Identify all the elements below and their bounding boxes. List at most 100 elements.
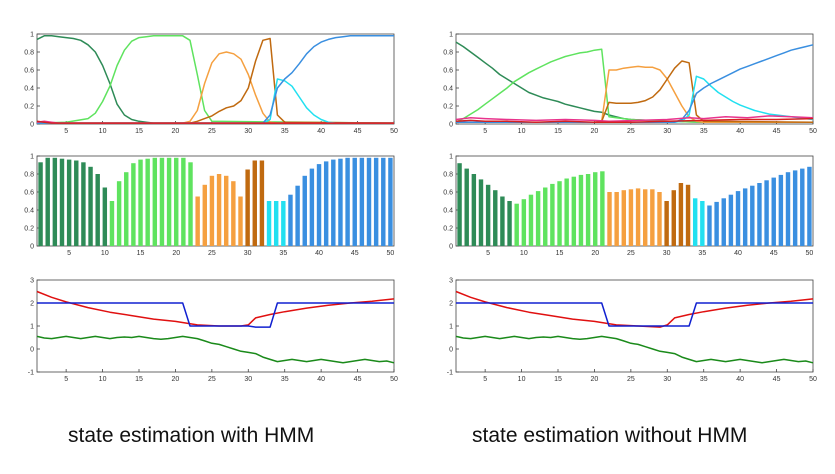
bar	[678, 183, 684, 246]
bar	[657, 192, 662, 246]
y-tick-label: 0.2	[24, 226, 34, 233]
bar	[309, 168, 315, 246]
bar	[728, 194, 734, 246]
x-tick-label: 25	[627, 376, 635, 383]
x-tick-label: 30	[663, 376, 671, 383]
bar	[457, 163, 462, 246]
y-tick-label: 0.6	[443, 68, 453, 75]
bar	[295, 185, 300, 246]
x-tick-label: 15	[556, 250, 564, 257]
bar	[528, 194, 534, 246]
bar	[500, 196, 505, 246]
series-line-state-8	[455, 117, 814, 123]
x-tick-label: 45	[773, 376, 781, 383]
series-line-state-5	[456, 75, 814, 123]
bar	[507, 201, 512, 246]
bar	[266, 201, 272, 246]
bar	[478, 179, 484, 246]
bar	[259, 160, 265, 246]
bar	[66, 159, 72, 246]
x-tick-label: 10	[99, 128, 107, 135]
x-tick-label: 50	[809, 376, 817, 383]
y-tick-label: 0.6	[24, 68, 34, 75]
bar	[95, 174, 100, 246]
bar	[359, 157, 365, 246]
bar	[800, 168, 805, 246]
bar	[807, 166, 812, 246]
x-tick-label: 20	[172, 128, 180, 135]
bar	[59, 158, 65, 246]
bar	[88, 166, 93, 246]
bar	[281, 201, 286, 246]
y-tick-label: 1	[30, 324, 34, 331]
bar	[721, 198, 726, 246]
bar	[664, 201, 669, 246]
bar	[331, 159, 336, 246]
series-line-state-4	[456, 60, 814, 123]
bar	[216, 174, 222, 246]
series-line-state-6	[37, 35, 394, 124]
x-tick-label: 35	[279, 250, 287, 257]
x-tick-label: 40	[315, 250, 323, 257]
axes-frame	[36, 155, 395, 247]
bar	[52, 157, 58, 246]
x-tick-label: 15	[137, 250, 145, 257]
x-tick-label: 15	[554, 128, 562, 135]
x-tick-label: 45	[770, 250, 778, 257]
x-tick-label: 10	[518, 376, 526, 383]
x-tick-label: 20	[591, 376, 599, 383]
axes-frame	[455, 155, 814, 247]
bar	[600, 171, 605, 246]
bar	[145, 158, 150, 246]
bar	[543, 187, 548, 246]
x-tick-label: 40	[317, 128, 325, 135]
y-tick-label: 0.6	[24, 190, 34, 197]
bar	[550, 183, 555, 246]
bar	[366, 157, 372, 246]
x-tick-label: 5	[483, 376, 487, 383]
bar	[700, 201, 705, 246]
bar	[288, 194, 293, 246]
axes-frame	[455, 33, 814, 125]
series-line-state-4	[37, 37, 395, 124]
y-tick-label: 0	[30, 244, 34, 251]
bar	[757, 183, 762, 246]
y-tick-label: 1	[449, 154, 453, 161]
x-tick-label: 25	[627, 250, 635, 257]
bar	[209, 175, 215, 246]
caption-with-hmm: state estimation with HMM	[68, 424, 315, 447]
y-tick-label: 0	[449, 244, 453, 251]
series-line-state-3	[456, 65, 813, 123]
bar	[750, 185, 755, 246]
x-tick-label: 35	[700, 128, 708, 135]
x-tick-label: 40	[317, 376, 325, 383]
y-tick-label: 0	[449, 122, 453, 129]
bar	[764, 180, 769, 246]
x-tick-label: 50	[806, 250, 814, 257]
bar	[81, 162, 86, 246]
chart-hmm-probabilities: 00.20.40.60.815 10 15 20 25 30 35 40 45 50	[24, 32, 398, 136]
y-tick-label: 0.8	[24, 172, 34, 179]
bar	[785, 172, 791, 246]
y-tick-label: 3	[30, 278, 34, 285]
bar	[707, 205, 712, 246]
y-tick-label: 0.8	[443, 50, 453, 57]
series-line-state-7	[455, 115, 814, 123]
bar	[124, 172, 129, 246]
x-tick-label: 5	[486, 250, 490, 257]
bar	[102, 187, 108, 246]
bar	[109, 201, 115, 246]
bar	[238, 196, 243, 246]
x-tick-label: 50	[390, 128, 398, 135]
x-tick-label: 30	[244, 128, 252, 135]
series-line-state-5	[37, 78, 394, 124]
bar	[181, 157, 186, 246]
y-tick-label: 0	[449, 347, 453, 354]
x-tick-label: 20	[591, 250, 599, 257]
bar	[273, 201, 279, 246]
y-tick-label: 0.8	[24, 50, 34, 57]
bar	[381, 157, 386, 246]
series-line-state-1	[36, 35, 394, 124]
bar	[735, 191, 741, 246]
bar	[650, 189, 655, 246]
